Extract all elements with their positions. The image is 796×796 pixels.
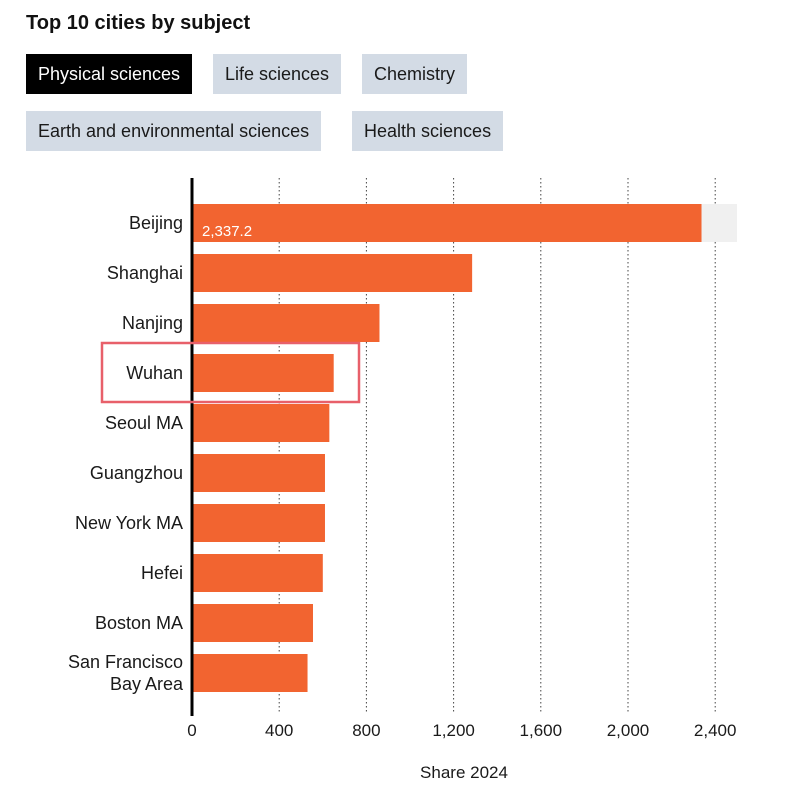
- category-label: Nanjing: [122, 313, 183, 333]
- category-label: Guangzhou: [90, 463, 183, 483]
- bar: [192, 254, 473, 292]
- highlight-box: [100, 341, 361, 404]
- category-label: Shanghai: [107, 263, 183, 283]
- category-label: New York MA: [75, 513, 183, 533]
- category-label: San Francisco Bay Area: [68, 652, 184, 694]
- category-label: Hefei: [141, 563, 183, 583]
- x-tick-label: 2,400: [694, 721, 737, 740]
- x-tick-label: 0: [187, 721, 196, 740]
- x-tick-label: 1,600: [520, 721, 563, 740]
- bar: [192, 304, 380, 342]
- tab-earth-environmental-sciences[interactable]: Earth and environmental sciences: [26, 111, 322, 151]
- tab-health-sciences[interactable]: Health sciences: [352, 111, 504, 151]
- category-label: Beijing: [129, 213, 183, 233]
- tab-physical-sciences[interactable]: Physical sciences: [26, 54, 193, 94]
- data-label: 2,337.2: [202, 223, 252, 240]
- chart-title: Top 10 cities by subject: [26, 12, 251, 34]
- bar: [192, 204, 702, 242]
- bar: [192, 554, 323, 592]
- category-label: Wuhan: [126, 363, 183, 383]
- bar: [192, 404, 330, 442]
- x-tick-label: 400: [265, 721, 293, 740]
- x-tick-label: 1,200: [432, 721, 475, 740]
- x-tick-label: 2,000: [607, 721, 650, 740]
- x-axis-title: Share 2024: [420, 763, 508, 782]
- category-label: Boston MA: [95, 613, 183, 633]
- category-label: Seoul MA: [105, 413, 183, 433]
- tab-life-sciences[interactable]: Life sciences: [213, 54, 342, 94]
- bar: [192, 354, 334, 392]
- bar: [192, 654, 308, 692]
- tab-chemistry[interactable]: Chemistry: [362, 54, 468, 94]
- bar: [192, 604, 313, 642]
- x-tick-label: 800: [352, 721, 380, 740]
- bar: [192, 504, 325, 542]
- bar: [192, 454, 325, 492]
